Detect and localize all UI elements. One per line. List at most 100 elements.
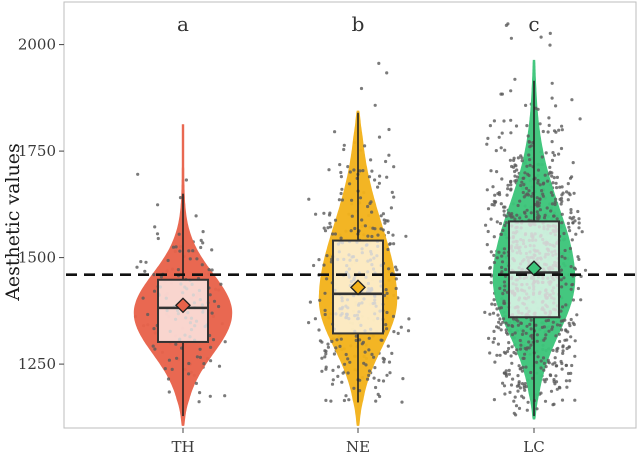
data-point — [491, 311, 496, 315]
data-point — [152, 327, 156, 331]
data-point — [376, 233, 380, 237]
data-point — [358, 169, 362, 173]
data-point — [504, 321, 508, 325]
data-point — [535, 215, 539, 219]
data-point — [338, 344, 342, 348]
data-point — [548, 170, 552, 174]
data-point — [571, 298, 576, 302]
data-point — [343, 362, 347, 366]
data-point — [360, 218, 364, 222]
data-point — [551, 403, 555, 407]
data-point — [521, 356, 525, 360]
data-point — [507, 211, 511, 215]
data-point — [184, 178, 188, 182]
data-point — [326, 345, 330, 349]
data-point — [547, 329, 551, 333]
axes-layer: 1250 1500 1750 2000 — [18, 1, 637, 433]
data-point — [374, 399, 378, 403]
data-point — [331, 378, 335, 382]
data-point — [527, 346, 531, 350]
data-point — [561, 351, 565, 355]
significance-letter: b — [352, 12, 365, 36]
data-point — [386, 247, 390, 252]
data-point — [498, 317, 502, 321]
labels-layer: TH a NE b LC c — [171, 12, 544, 456]
data-point — [401, 377, 405, 381]
data-point — [535, 333, 540, 337]
data-point — [519, 154, 523, 158]
data-point — [363, 144, 367, 148]
data-point — [307, 321, 311, 325]
data-point — [394, 277, 398, 281]
data-point — [540, 189, 544, 193]
data-point — [372, 376, 376, 380]
data-point — [529, 327, 533, 331]
data-point — [516, 374, 520, 378]
data-point — [166, 377, 171, 381]
data-point — [555, 349, 559, 353]
data-point — [350, 214, 354, 218]
data-point — [536, 355, 540, 359]
data-point — [323, 229, 328, 233]
data-point — [559, 309, 563, 313]
data-point — [510, 164, 514, 169]
data-point — [198, 347, 202, 351]
data-point — [510, 345, 514, 349]
data-point — [501, 320, 505, 324]
data-point — [538, 208, 543, 212]
data-point — [344, 394, 348, 398]
data-point — [400, 400, 404, 404]
data-point — [396, 331, 400, 335]
data-point — [558, 386, 562, 390]
data-point — [143, 269, 147, 273]
data-point — [541, 182, 545, 186]
data-point — [388, 371, 392, 375]
data-point — [377, 378, 381, 382]
data-point — [509, 118, 513, 122]
data-point — [370, 169, 374, 173]
data-point — [528, 158, 532, 162]
data-point — [572, 191, 576, 195]
data-point — [503, 392, 507, 396]
data-point — [507, 346, 511, 351]
data-point — [551, 151, 555, 155]
data-point — [514, 404, 519, 408]
data-point — [492, 337, 496, 341]
data-point — [485, 188, 489, 192]
data-point — [554, 197, 558, 201]
data-point — [516, 156, 521, 160]
data-point — [492, 398, 496, 402]
data-point — [504, 369, 508, 373]
data-point — [522, 183, 526, 187]
data-point — [534, 323, 538, 327]
data-point — [583, 268, 588, 272]
data-point — [497, 135, 501, 139]
data-point — [561, 344, 565, 348]
data-point — [560, 398, 565, 402]
data-point — [524, 385, 528, 389]
data-point — [513, 217, 517, 221]
data-point — [366, 204, 370, 209]
data-point — [550, 96, 554, 100]
data-point — [178, 249, 182, 253]
data-point — [569, 317, 573, 322]
data-point — [507, 368, 511, 372]
data-point — [340, 198, 344, 202]
data-point — [209, 359, 213, 363]
data-point — [385, 175, 389, 179]
data-point — [499, 232, 503, 236]
data-point — [373, 366, 377, 370]
data-point — [559, 196, 564, 201]
data-point — [498, 306, 502, 310]
data-point — [507, 341, 511, 345]
data-point — [407, 317, 411, 321]
data-point — [483, 310, 487, 314]
data-point — [195, 355, 199, 359]
data-point — [139, 260, 143, 264]
data-point — [569, 287, 573, 291]
data-point — [554, 104, 558, 108]
data-point — [144, 260, 148, 264]
data-point — [512, 399, 516, 403]
data-point — [539, 35, 543, 39]
data-point — [536, 168, 541, 172]
